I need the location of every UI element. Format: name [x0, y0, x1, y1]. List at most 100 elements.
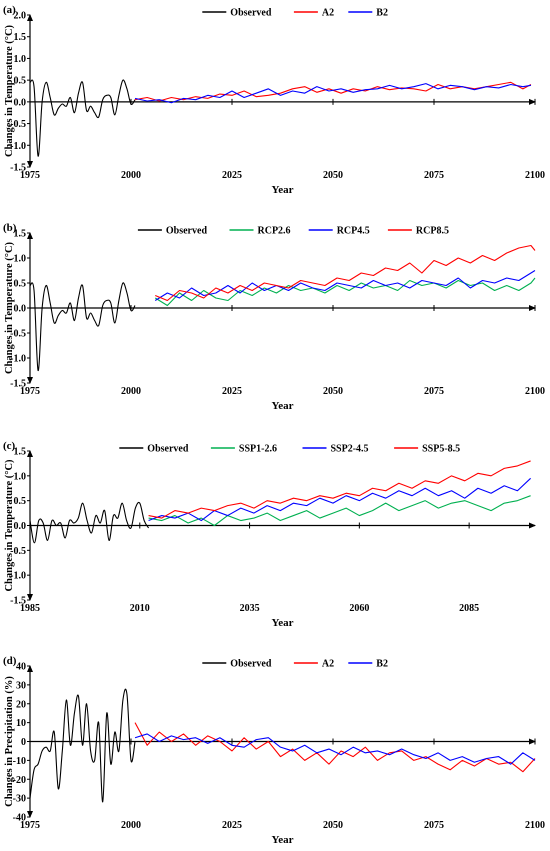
- y-tick-label: 20: [16, 699, 26, 710]
- y-tick-label: 0.5: [14, 279, 27, 290]
- y-axis-title: Changes in Temperature (°C): [4, 459, 15, 592]
- y-tick-label: 1.5: [14, 229, 27, 240]
- x-tick-label: 2100: [525, 820, 545, 831]
- series-line-rcp2-6: [154, 277, 536, 307]
- legend-label: Observed: [230, 8, 272, 19]
- series-line-b2: [134, 83, 532, 104]
- x-tick-label: 2000: [121, 820, 141, 831]
- legend-label: Observed: [147, 444, 189, 455]
- x-tick-label: 2025: [222, 386, 242, 397]
- y-axis-title: Changes in Temperature (°C): [4, 24, 15, 157]
- legend: Observed SSP1-2.6 SSP2-4.5 SSP5-8.5: [119, 444, 460, 455]
- x-axis-title: Year: [272, 184, 294, 196]
- legend-label: RCP8.5: [416, 226, 449, 237]
- legend-label: A2: [322, 659, 334, 670]
- legend-label: SSP1-2.6: [239, 444, 277, 455]
- legend: Observed RCP2.6 RCP4.5 RCP8.5: [137, 226, 449, 237]
- y-tick-label: -40: [13, 813, 26, 824]
- y-tick-label: -1.0: [10, 571, 26, 582]
- x-tick-label: 2075: [424, 170, 444, 181]
- chart-panel-4: (d) -40 -30 -20 -10 0 10 20 30 40 1975 2000 2025 2050…: [3, 655, 545, 846]
- y-axis-arrow-bottom: [27, 594, 33, 601]
- y-tick-label: -1.5: [10, 596, 26, 607]
- legend-label: B2: [376, 8, 388, 19]
- y-tick-label: -0.5: [10, 546, 26, 557]
- series-line-ssp5-8-5: [148, 460, 531, 519]
- y-axis-arrow-bottom: [27, 377, 33, 384]
- series-line-rcp8-5: [155, 244, 536, 302]
- y-axis-arrow-top: [27, 14, 33, 21]
- y-axis-title: Changes in Precipitation (%): [4, 676, 15, 807]
- x-axis-title: Year: [272, 617, 294, 629]
- x-tick-label: 2075: [424, 386, 444, 397]
- chart-panel-1: (a) -1.5 -1.0 -0.5 0.0 0.5 1.0 1.5 2.0 1975 2000 20…: [3, 4, 545, 196]
- x-axis-arrow: [529, 738, 536, 745]
- legend: Observed A2 B2: [202, 659, 388, 670]
- y-tick-label: -1.0: [10, 141, 26, 152]
- y-tick-label: -1.5: [10, 379, 26, 390]
- legend-label: RCP2.6: [258, 226, 291, 237]
- legend-label: A2: [322, 8, 334, 19]
- legend-label: Observed: [230, 659, 272, 670]
- series-line-observed: [29, 79, 136, 157]
- legend-label: Observed: [166, 226, 208, 237]
- x-tick-label: 2025: [222, 820, 242, 831]
- series-line-observed: [29, 282, 136, 372]
- y-tick-label: 10: [16, 718, 26, 729]
- x-tick-label: 1985: [20, 603, 40, 614]
- series-line-observed: [29, 688, 136, 803]
- x-tick-label: 2075: [424, 820, 444, 831]
- x-axis-arrow: [529, 305, 536, 311]
- y-axis-arrow-top: [27, 232, 33, 239]
- x-tick-label: 2035: [240, 603, 260, 614]
- y-tick-label: -30: [13, 794, 26, 805]
- y-tick-label: 2.0: [14, 11, 27, 22]
- y-tick-label: 0.5: [14, 76, 27, 87]
- y-tick-label: 0.0: [14, 97, 27, 108]
- x-axis-arrow: [529, 522, 536, 529]
- y-axis-arrow-top: [27, 665, 33, 672]
- y-tick-label: -0.5: [10, 329, 26, 340]
- legend-label: SSP2-4.5: [331, 444, 369, 455]
- y-tick-label: 30: [16, 680, 26, 691]
- panel-label: (b): [3, 222, 17, 234]
- x-tick-label: 2050: [323, 386, 343, 397]
- x-tick-label: 2100: [525, 170, 545, 181]
- y-tick-label: 0.5: [14, 496, 27, 507]
- chart-panel-3: (c) -1.5 -1.0 -0.5 0.0 0.5 1.0 1.5 1985 2010 2035 2…: [3, 440, 536, 629]
- chart-panel-2: (b) -1.5 -1.0 -0.5 0.0 0.5 1.0 1.5 1975 2000 2025 2…: [3, 222, 545, 412]
- y-axis-arrow-bottom: [27, 161, 33, 168]
- x-tick-label: 2050: [323, 170, 343, 181]
- y-tick-label: -10: [13, 756, 26, 767]
- y-tick-label: 0: [21, 737, 26, 748]
- y-tick-label: 0.0: [14, 521, 27, 532]
- x-tick-label: 2000: [121, 170, 141, 181]
- x-tick-label: 1975: [20, 820, 40, 831]
- x-tick-label: 2010: [130, 603, 150, 614]
- panel-label: (c): [3, 440, 16, 452]
- legend-label: RCP4.5: [337, 226, 370, 237]
- y-tick-label: 1.0: [14, 54, 27, 65]
- x-axis-arrow: [529, 98, 536, 105]
- y-tick-label: 1.0: [14, 471, 27, 482]
- x-tick-label: 2000: [121, 386, 141, 397]
- x-axis-title: Year: [272, 834, 294, 846]
- x-tick-label: 2050: [323, 820, 343, 831]
- x-tick-label: 2060: [349, 603, 369, 614]
- x-tick-label: 2100: [525, 386, 545, 397]
- y-tick-label: 1.5: [14, 32, 27, 43]
- legend: Observed A2 B2: [202, 8, 388, 19]
- panel-label: (d): [3, 655, 17, 667]
- y-tick-label: -1.0: [10, 354, 26, 365]
- series-line-ssp2-4-5: [148, 477, 531, 522]
- legend-label: B2: [376, 659, 388, 670]
- panel-label: (a): [3, 4, 16, 16]
- y-tick-label: -1.5: [10, 163, 26, 174]
- y-tick-label: 0.0: [14, 304, 27, 315]
- series-line-ssp1-2-6: [148, 495, 531, 527]
- y-axis-arrow-bottom: [27, 811, 33, 818]
- y-tick-label: -20: [13, 775, 26, 786]
- x-tick-label: 2025: [222, 170, 242, 181]
- series-line-rcp4-5: [154, 270, 536, 301]
